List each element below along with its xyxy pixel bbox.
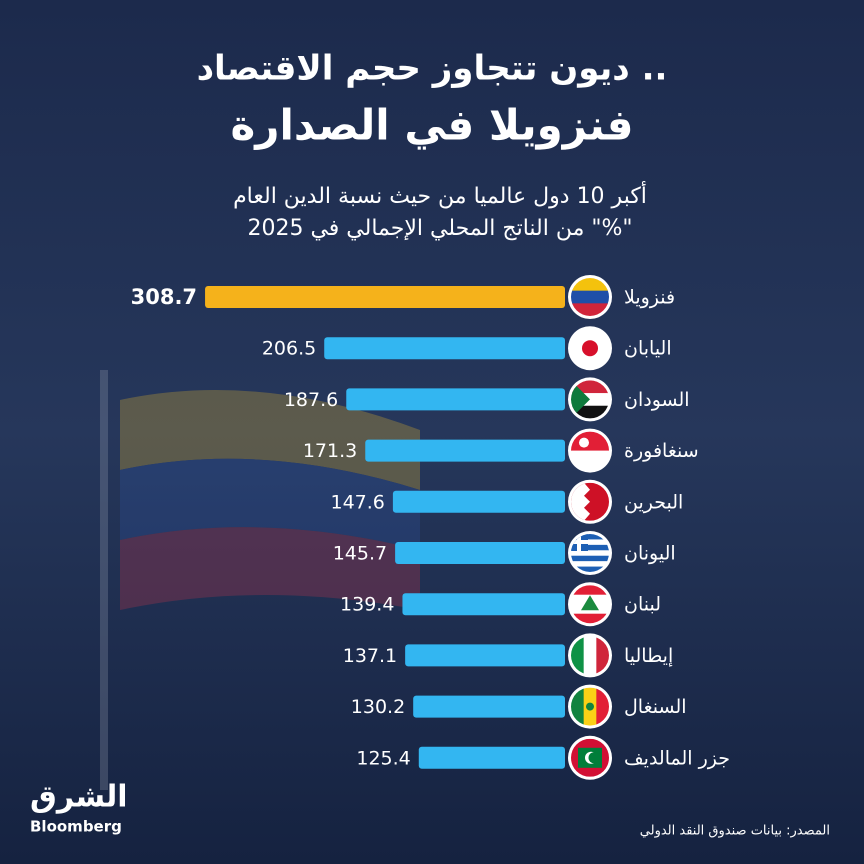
bar xyxy=(392,490,565,513)
value-label: 139.4 xyxy=(340,594,394,616)
flag-part xyxy=(586,702,594,711)
value-label: 145.7 xyxy=(333,543,387,565)
headline: فنزويلا في الصدارة xyxy=(231,101,634,151)
flag xyxy=(571,687,609,726)
bar xyxy=(405,644,565,667)
flag-part xyxy=(571,687,585,726)
flag-part xyxy=(571,278,609,292)
value-label: 130.2 xyxy=(351,696,405,718)
flag-part xyxy=(571,539,609,546)
flag-part xyxy=(571,303,609,316)
flag-part xyxy=(577,534,581,551)
flag-part xyxy=(571,534,609,540)
bar xyxy=(324,337,565,360)
bar xyxy=(346,388,565,411)
bar xyxy=(402,593,565,616)
flag xyxy=(571,278,609,316)
flag-part xyxy=(571,380,590,419)
value-label: 171.3 xyxy=(303,440,357,462)
category-label: البحرين xyxy=(624,491,683,513)
flag-part xyxy=(571,613,609,624)
flag-part xyxy=(571,555,609,562)
flag xyxy=(571,585,609,624)
flag xyxy=(571,738,609,777)
flag-part xyxy=(571,561,609,568)
subtitle: من الناتج المحلي الإجمالي في 2025 "%" xyxy=(247,216,632,241)
category-label: السنغال xyxy=(624,696,687,718)
value-label: 187.6 xyxy=(284,389,338,411)
flag-part xyxy=(571,450,609,470)
flag-part xyxy=(581,595,599,611)
flag-part xyxy=(571,290,609,304)
flag xyxy=(571,380,609,419)
title: ديون تتجاوز حجم الاقتصاد .. xyxy=(197,49,668,89)
category-label: السودان xyxy=(624,389,690,411)
bar xyxy=(205,286,566,308)
logo: الشرق xyxy=(30,780,128,815)
flag-part xyxy=(588,752,600,764)
category-label: إيطاليا xyxy=(624,645,673,668)
category-label: اليابان xyxy=(624,338,672,360)
flag-part xyxy=(571,550,609,557)
value-label: 125.4 xyxy=(356,747,410,769)
value-label: 137.1 xyxy=(343,645,397,667)
flag xyxy=(571,431,609,470)
category-label: اليونان xyxy=(624,543,676,565)
value-label: 147.6 xyxy=(330,491,384,513)
flag xyxy=(571,636,609,675)
bar xyxy=(365,439,565,462)
flag xyxy=(571,482,609,521)
bar xyxy=(413,695,565,718)
flag-part xyxy=(571,482,590,521)
value-label: 206.5 xyxy=(262,338,316,360)
flag xyxy=(571,534,609,572)
flag xyxy=(571,329,609,368)
subtitle: أكبر 10 دول عالميا من حيث نسبة الدين الع… xyxy=(233,181,647,209)
flag-part xyxy=(571,636,585,675)
category-label: فنزويلا xyxy=(624,287,675,309)
logo-partner: Bloomberg xyxy=(30,818,122,836)
category-label: جزر المالديف xyxy=(624,747,730,769)
flag-part xyxy=(571,566,609,572)
flag-part xyxy=(596,687,609,726)
flag-part xyxy=(571,585,609,596)
category-label: لبنان xyxy=(624,594,661,616)
flag-part xyxy=(571,431,609,452)
flag-part xyxy=(582,340,598,357)
bar xyxy=(418,746,565,769)
bars: 308.7 فنزويلا 206.5 اليابان 187.6 السودان 171.… xyxy=(131,275,730,780)
flag-part xyxy=(571,544,609,551)
flag-part xyxy=(579,437,589,448)
background-flag xyxy=(100,370,420,790)
source: المصدر: بيانات صندوق النقد الدولي xyxy=(640,824,830,839)
flag-part xyxy=(583,636,597,675)
flag-part xyxy=(596,636,609,675)
value-label: 308.7 xyxy=(131,285,197,309)
category-label: سنغافورة xyxy=(624,440,699,462)
bar xyxy=(395,542,565,564)
